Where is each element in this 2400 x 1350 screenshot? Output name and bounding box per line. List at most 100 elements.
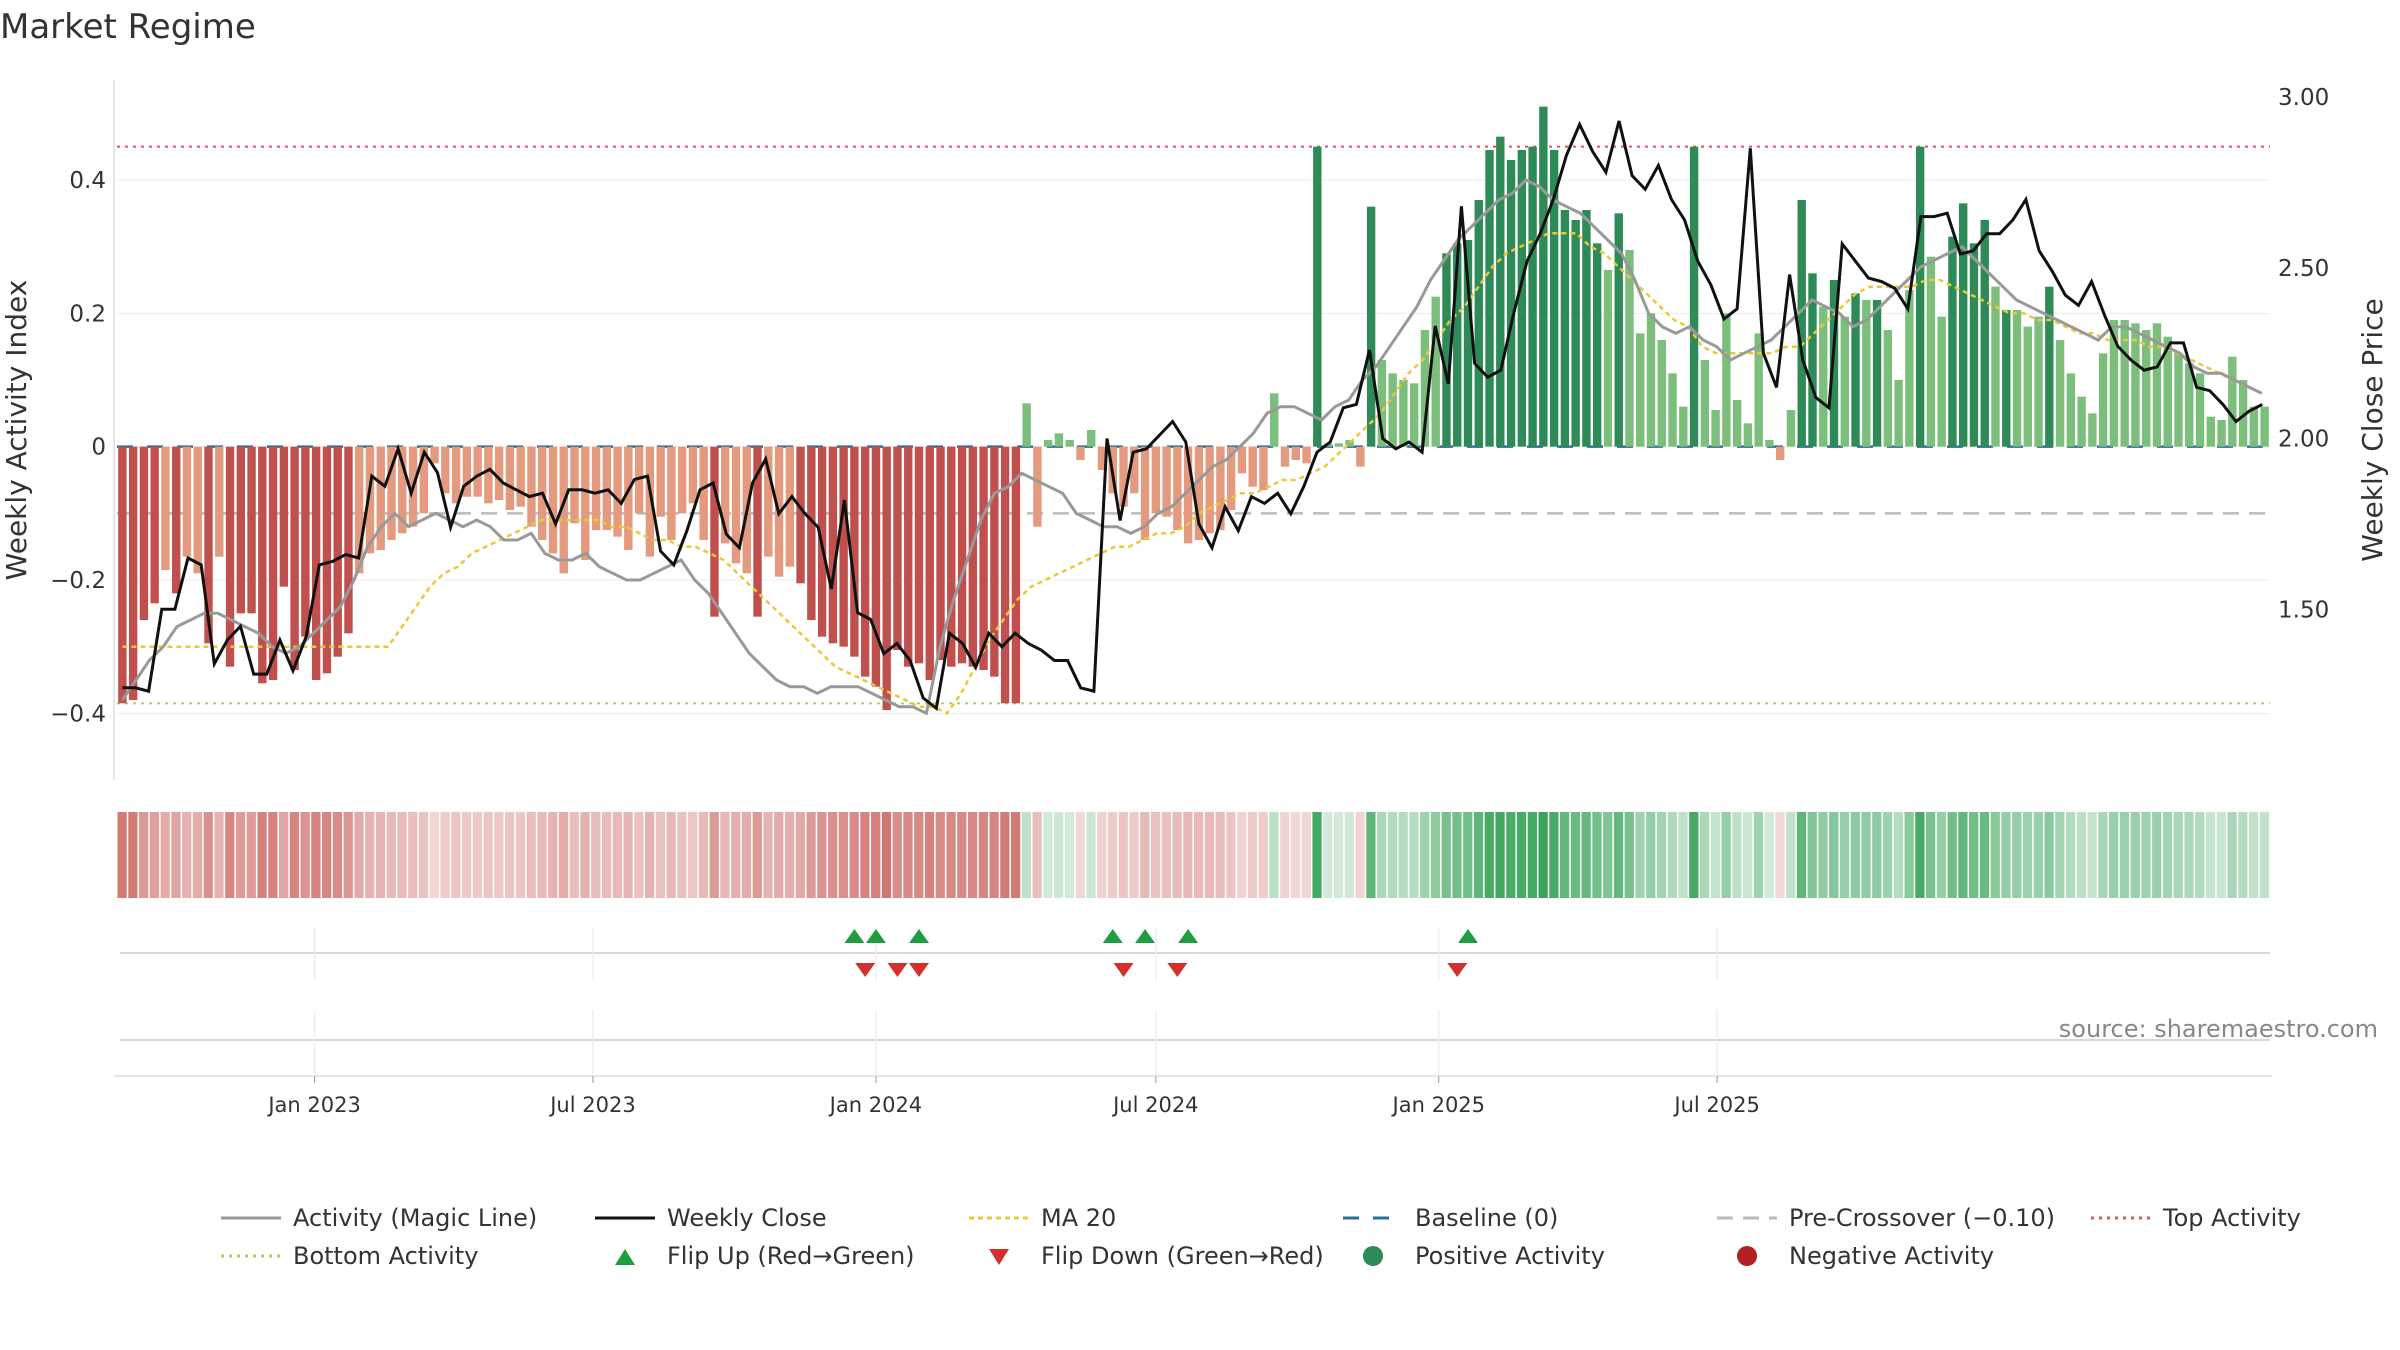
positive-activity-bar [2260,406,2269,447]
negative-activity-bar [1076,446,1085,460]
negative-activity-bar [172,446,181,594]
positive-activity-bar [1334,443,1344,447]
regime-strip-cell [946,812,956,898]
regime-strip-cell [2173,812,2183,898]
positive-activity-bar [1388,373,1397,447]
negative-activity-bar [764,446,773,557]
regime-strip-cell [655,812,666,898]
negative-activity-bar [1280,446,1290,467]
regime-strip-cell [2012,812,2022,898]
regime-strip-cell [644,812,655,898]
date-tick-label: Jan 2025 [1391,1093,1486,1117]
positive-activity-bar [1420,330,1430,447]
regime-strip-cell [1183,812,1193,898]
positive-activity-bar [1517,150,1527,447]
negative-activity-bar [398,446,407,534]
negative-activity-bar [322,446,332,674]
positive-activity-bar [2045,286,2054,447]
regime-strip-cell [2044,812,2054,898]
negative-activity-bar [591,446,601,530]
regime-strip-cell [386,812,396,898]
legend-weekly-close-label: Weekly Close [667,1204,827,1232]
positive-activity-bar [1442,253,1451,447]
negative-activity-bar [548,446,558,554]
regime-strip-cell [1247,812,1258,898]
legend-pre-crossover-label: Pre-Crossover (−0.10) [1789,1204,2055,1232]
negative-activity-bar [1356,446,1365,467]
positive-activity-bar [1797,200,1806,447]
positive-activity-bar [1732,400,1742,447]
flip-up-marker [1102,929,1123,943]
regime-strip-cell [1043,812,1053,898]
negative-activity-bar [1302,446,1311,464]
regime-strip-cell [440,812,450,898]
regime-strip-cell [957,812,967,898]
flip-down-marker [1113,963,1134,977]
flip-up-marker [865,929,886,943]
regime-strip-cell [634,812,644,898]
negative-activity-bar [1183,446,1193,544]
regime-strip-cell [1764,812,1774,898]
positive-activity-bar [2109,320,2119,447]
regime-strip-cell [2087,812,2097,898]
regime-strip-cell [1280,812,1290,898]
legend-flip-up-label: Flip Up (Red→Green) [667,1242,915,1270]
regime-strip-cell [214,812,224,898]
regime-strip-cell [2205,812,2216,898]
negative-activity-bar [161,446,170,570]
regime-strip-cell [1269,812,1279,898]
regime-strip-cell [2227,812,2237,898]
regime-strip-cell [268,812,278,898]
regime-strip-cell [235,812,246,898]
legend-negative-activity-label: Negative Activity [1789,1242,1994,1270]
regime-strip-cell [989,812,999,898]
positive-activity-bar [1679,406,1688,447]
regime-strip-cell [2109,812,2119,898]
regime-strip-cell [1872,812,1882,898]
positive-activity-bar [1549,150,1559,447]
positive-activity-bar [1668,373,1677,447]
positive-activity-bar [2195,373,2205,447]
regime-strip-cell [1107,812,1118,898]
legend-pre-crossover: Pre-Crossover (−0.10) [1717,1204,2055,1232]
negative-activity-bar [505,446,515,510]
positive-activity-bar [1862,300,1871,447]
positive-activity-bar [1625,250,1634,447]
positive-activity-bar [2034,316,2043,447]
flip-up-marker [1135,929,1156,943]
negative-activity-bar [1291,446,1300,460]
negative-activity-bar [828,446,838,644]
positive-activity-bar [1980,220,1989,447]
regime-strip-cell [967,812,978,898]
regime-strip-cell [914,812,924,898]
negative-activity-bar [860,446,870,677]
regime-strip-cell [1441,812,1451,898]
regime-strip-cell [709,812,719,898]
negative-activity-bar [1237,446,1247,474]
positive-activity-bar [1043,440,1053,447]
positive-activity-bar [1851,293,1860,447]
regime-strip-cell [1786,812,1796,898]
regime-strip-cell [677,812,687,898]
positive-activity-bar [1636,333,1645,447]
regime-strip-cell [1646,812,1656,898]
negative-activity-bar [936,446,945,660]
positive-activity-bar [2098,353,2108,447]
negative-activity-bar [344,446,353,634]
negative-activity-bar [387,446,396,540]
negative-activity-bar [677,446,687,514]
regime-strip-cell [1549,812,1559,898]
negative-activity-bar [990,446,999,677]
regime-strip-cell [2216,812,2226,898]
legend-flip-up: Flip Up (Red→Green) [615,1242,915,1270]
regime-strip-cell [365,812,375,898]
positive-activity-bar [1366,206,1376,447]
positive-activity-bar [1022,403,1031,447]
regime-strip-cell [763,812,773,898]
negative-activity-bar [850,446,859,657]
legend-flip-down: Flip Down (Green→Red) [989,1242,1324,1270]
regime-strip-cell [741,812,752,898]
weekly-close-line [122,120,2263,712]
regime-strip-cell [2055,812,2065,898]
